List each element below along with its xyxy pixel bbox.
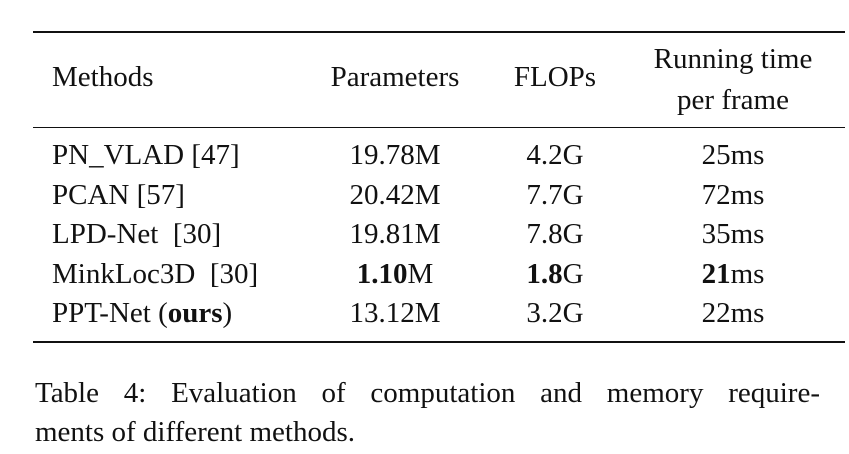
cell-text: 7.8G <box>526 218 584 250</box>
cell-text: ours <box>167 297 223 329</box>
table-cell: 25ms <box>613 136 849 174</box>
table-cell: 22ms <box>613 294 849 332</box>
table-cell: PCAN [57] <box>52 176 185 214</box>
cell-text: G <box>562 257 584 290</box>
cell-text: M <box>407 257 434 290</box>
cell-text: 19.81M <box>349 218 441 250</box>
cell-text: 22ms <box>701 297 765 329</box>
table-cell: 20.42M <box>275 176 515 214</box>
cell-text: 7.7G <box>526 178 584 211</box>
table-cell: PN_VLAD [47] <box>52 136 240 174</box>
cell-text: ) <box>222 297 233 329</box>
cell-text: 4.2G <box>526 139 584 171</box>
top-rule <box>33 31 845 33</box>
table-cell: 19.81M <box>275 215 515 253</box>
table-cell: 21ms <box>613 255 849 293</box>
table-cell: 19.78M <box>275 136 515 174</box>
cell-text: 19.78M <box>349 139 441 171</box>
table-cell: LPD-Net [30] <box>52 215 221 253</box>
cell-text: PCAN [57] <box>52 178 185 211</box>
bottom-rule <box>33 341 845 343</box>
column-header: Running time per frame <box>653 43 813 116</box>
cell-text: 72ms <box>701 178 765 211</box>
column-header: Parameters <box>330 61 460 93</box>
cell-text: 13.12M <box>349 297 441 329</box>
mid-rule <box>33 127 845 128</box>
table-cell: MinkLoc3D [30] <box>52 255 258 293</box>
caption-line: ments of different methods. <box>35 416 356 448</box>
table-cell: 7.7G <box>435 176 675 214</box>
cell-text: PN_VLAD [47] <box>52 139 240 171</box>
table-cell: 35ms <box>613 215 849 253</box>
table-cell: 4.2G <box>435 136 675 174</box>
cell-text: 20.42M <box>349 178 441 211</box>
cell-text: 35ms <box>701 218 765 250</box>
cell-text: MinkLoc3D [30] <box>52 257 259 290</box>
caption-line: Table 4: Evaluation of computation and m… <box>35 377 820 409</box>
table-cell: 13.12M <box>275 294 515 332</box>
table-cell: 3.2G <box>435 294 675 332</box>
table-cell: 72ms <box>613 176 849 214</box>
cell-text: 1.8 <box>526 257 563 290</box>
cell-text: LPD-Net [30] <box>52 218 222 250</box>
table-cell: 7.8G <box>435 215 675 253</box>
column-header: Methods <box>52 61 154 93</box>
table-cell: 1.10M <box>275 255 515 293</box>
cell-text: ms <box>730 257 765 290</box>
cell-text: 1.10 <box>356 257 408 290</box>
cell-text: 25ms <box>701 139 765 171</box>
cell-text: 3.2G <box>526 297 584 329</box>
table-cell: PPT-Net (ours) <box>52 294 232 332</box>
column-header: FLOPs <box>513 61 597 93</box>
cell-text: PPT-Net ( <box>52 297 168 329</box>
cell-text: 21 <box>701 257 731 290</box>
table-cell: 1.8G <box>435 255 675 293</box>
